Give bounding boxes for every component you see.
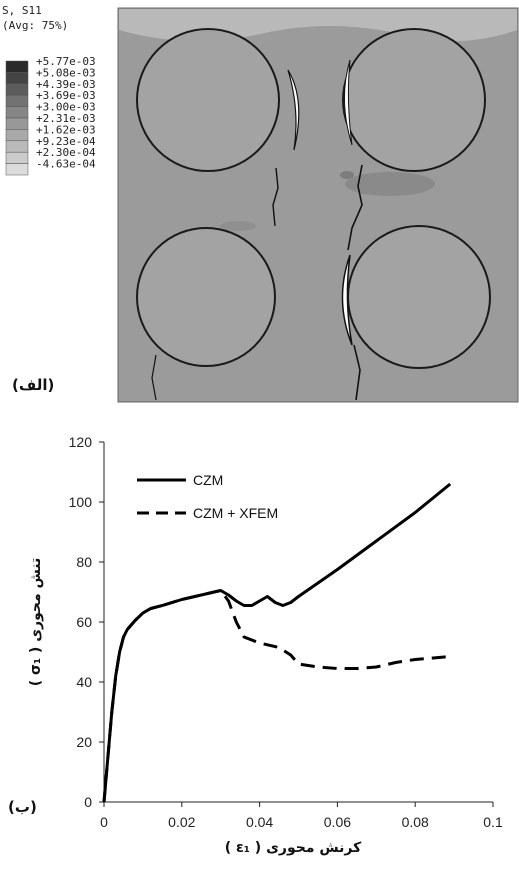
contour-figure: S, S11 (Avg: 75%) +5.77e-03+5.08e-03+4.3… xyxy=(2,4,519,403)
stress-hotspot xyxy=(345,172,435,196)
legend-values: +5.77e-03+5.08e-03+4.39e-03+3.69e-03+3.0… xyxy=(36,55,96,171)
y-tick-labels: 0 20 40 60 80 100 120 xyxy=(69,434,104,810)
stress-spot-small xyxy=(340,171,354,179)
legend-band xyxy=(5,129,29,142)
debond-gap-bottom-right xyxy=(341,254,353,346)
legend-value: +5.08e-03 xyxy=(36,66,96,79)
legend-value: +3.69e-03 xyxy=(36,89,96,102)
x-tick-label: 0.08 xyxy=(402,814,429,830)
x-tick-label: 0.02 xyxy=(168,814,195,830)
legend-band xyxy=(5,60,29,73)
series-line-czm xyxy=(102,482,452,803)
x-tick-labels: 0 0.02 0.04 0.06 0.08 0.1 xyxy=(100,802,503,830)
fiber-top-left xyxy=(136,28,280,172)
legend-label-czm: CZM xyxy=(193,472,223,488)
legend-band xyxy=(5,163,29,176)
x-tick-label: 0.04 xyxy=(246,814,273,830)
x-axis-label: کرنش محوری ( ε₁ ) xyxy=(225,840,362,856)
x-tick-label: 0.1 xyxy=(483,814,503,830)
crack-right-lower xyxy=(353,344,361,401)
crack-left-lower xyxy=(151,354,157,401)
chart-legend: CZM CZM + XFEM xyxy=(137,472,278,521)
legend-band xyxy=(5,140,29,153)
crack-left xyxy=(272,167,279,227)
series-layer xyxy=(102,482,452,803)
legend-value: +5.77e-03 xyxy=(36,55,96,68)
legend-value: +3.00e-03 xyxy=(36,101,96,114)
debond-gap-top-right xyxy=(344,59,353,146)
y-tick-label: 20 xyxy=(76,734,92,750)
crack-right xyxy=(347,164,363,251)
contour-legend: S, S11 (Avg: 75%) +5.77e-03+5.08e-03+4.3… xyxy=(2,4,96,176)
y-tick-label: 80 xyxy=(76,554,92,570)
mesh-model xyxy=(117,7,519,403)
debond-gap-top-left xyxy=(287,69,300,151)
legend-band xyxy=(5,83,29,96)
panel-a-label: (الف) xyxy=(12,376,54,394)
legend-band xyxy=(5,117,29,130)
stress-strain-chart: 0 20 40 60 80 100 120 0 0.02 0.04 0.06 0.08 0.1 CZM… xyxy=(8,434,503,856)
panel-b-label: (ب) xyxy=(8,798,37,816)
legend-value: +1.62e-03 xyxy=(36,123,96,136)
fiber-top-right xyxy=(342,28,486,172)
legend-value: -4.63e-04 xyxy=(36,158,96,171)
legend-title: S, S11 xyxy=(2,4,42,17)
legend-bands xyxy=(5,60,29,176)
x-tick-label: 0 xyxy=(100,814,108,830)
y-tick-label: 60 xyxy=(76,614,92,630)
y-tick-label: 0 xyxy=(84,794,92,810)
legend-value: +9.23e-04 xyxy=(36,135,96,148)
series-line-czm-xfem xyxy=(102,589,451,803)
legend-band xyxy=(5,106,29,119)
legend-value: +2.31e-03 xyxy=(36,112,96,125)
y-tick-label: 40 xyxy=(76,674,92,690)
legend-band xyxy=(5,94,29,107)
y-tick-label: 120 xyxy=(69,434,93,450)
y-tick-label: 100 xyxy=(69,494,93,510)
legend-subtitle: (Avg: 75%) xyxy=(2,19,68,32)
fiber-bottom-left xyxy=(136,227,276,367)
x-tick-label: 0.06 xyxy=(324,814,351,830)
y-axis-label: تنش محوری ( σ₁ ) xyxy=(28,558,44,687)
legend-band xyxy=(5,151,29,164)
legend-band xyxy=(5,72,29,85)
fiber-bottom-right xyxy=(347,225,491,369)
stress-spot-left xyxy=(220,221,256,231)
legend-label-czm-xfem: CZM + XFEM xyxy=(193,505,278,521)
legend-value: +2.30e-04 xyxy=(36,146,96,159)
legend-value: +4.39e-03 xyxy=(36,78,96,91)
